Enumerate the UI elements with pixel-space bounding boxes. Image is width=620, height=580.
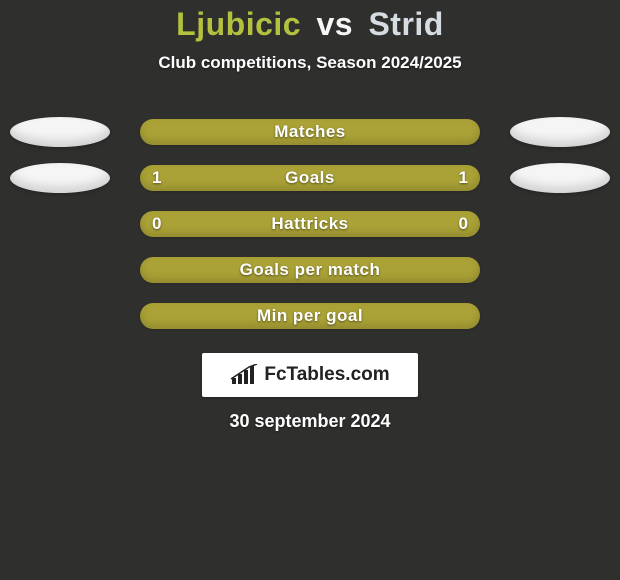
stat-label: Min per goal bbox=[257, 306, 363, 326]
stat-value-left: 0 bbox=[152, 214, 161, 234]
date-text: 30 september 2024 bbox=[0, 411, 620, 432]
stat-value-left: 1 bbox=[152, 168, 161, 188]
right-bubble bbox=[510, 117, 610, 147]
stat-bar: Min per goal bbox=[140, 303, 480, 329]
logo: FcTables.com bbox=[230, 364, 389, 386]
stat-label: Goals per match bbox=[240, 260, 381, 280]
stat-bar: 0 Hattricks 0 bbox=[140, 211, 480, 237]
stat-row: 1 Goals 1 bbox=[0, 155, 620, 201]
page-title: Ljubicic vs Strid bbox=[0, 0, 620, 43]
stat-bar: Matches bbox=[140, 119, 480, 145]
stat-value-right: 1 bbox=[459, 168, 468, 188]
logo-text: FcTables.com bbox=[264, 364, 389, 386]
left-bubble bbox=[10, 163, 110, 193]
bar-chart-icon bbox=[230, 364, 260, 386]
stat-bar: Goals per match bbox=[140, 257, 480, 283]
right-bubble bbox=[510, 163, 610, 193]
vs-label: vs bbox=[316, 6, 353, 42]
stat-row: Min per goal bbox=[0, 293, 620, 339]
stat-value-right: 0 bbox=[459, 214, 468, 234]
subtitle: Club competitions, Season 2024/2025 bbox=[0, 53, 620, 73]
left-bubble bbox=[10, 117, 110, 147]
stat-label: Goals bbox=[285, 168, 335, 188]
stat-label: Matches bbox=[274, 122, 346, 142]
stat-row: Matches bbox=[0, 109, 620, 155]
comparison-infographic: Ljubicic vs Strid Club competitions, Sea… bbox=[0, 0, 620, 580]
stat-label: Hattricks bbox=[271, 214, 348, 234]
stat-bar: 1 Goals 1 bbox=[140, 165, 480, 191]
player2-name: Strid bbox=[368, 6, 443, 42]
stat-row: 0 Hattricks 0 bbox=[0, 201, 620, 247]
player1-name: Ljubicic bbox=[176, 6, 301, 42]
stat-row: Goals per match bbox=[0, 247, 620, 293]
logo-box: FcTables.com bbox=[202, 353, 418, 397]
stats-rows: Matches 1 Goals 1 0 Hattricks 0 bbox=[0, 109, 620, 339]
